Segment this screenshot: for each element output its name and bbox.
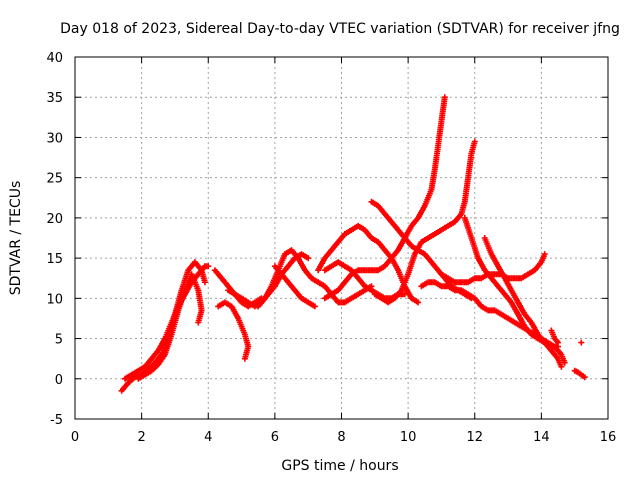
x-tick-label: 4: [204, 430, 212, 445]
series-track-3: [135, 271, 205, 382]
x-tick-label: 0: [71, 430, 79, 445]
data-marks: [118, 94, 588, 394]
series-track-16: [481, 235, 565, 370]
x-tick-label: 8: [337, 430, 345, 445]
series-points: [271, 263, 318, 310]
y-tick-label: 20: [46, 212, 63, 227]
x-tick-label: 6: [271, 430, 279, 445]
x-tick-label: 12: [466, 430, 483, 445]
series-track-18: [548, 327, 561, 346]
series-points: [548, 327, 561, 346]
x-axis-label: GPS time / hours: [281, 458, 398, 474]
y-tick-label: 15: [46, 252, 63, 267]
series-points: [215, 299, 252, 362]
y-tick-label: 35: [46, 91, 63, 106]
y-tick-label: 40: [46, 51, 63, 66]
y-tick-label: 0: [55, 373, 63, 388]
series-track-19: [571, 367, 588, 381]
chart-title: Day 018 of 2023, Sidereal Day-to-day VTE…: [60, 21, 620, 37]
series-points: [371, 138, 478, 306]
x-tick-label: 14: [533, 430, 550, 445]
y-tick-label: 30: [46, 131, 63, 146]
x-tick-label: 2: [137, 430, 145, 445]
grid: [75, 57, 608, 419]
y-tick-label: 5: [55, 333, 63, 348]
y-axis-label: SDTVAR / TECUs: [8, 181, 24, 296]
series-points: [481, 235, 565, 370]
y-tick-label: 10: [46, 292, 63, 307]
series-points: [571, 367, 588, 381]
series-track-12: [371, 138, 478, 306]
x-tick-label: 16: [600, 430, 617, 445]
y-tick-label: -5: [50, 413, 63, 428]
series-track-8: [271, 263, 318, 310]
axis-ticks: 0 2 4 6 8 10 12 14 16 -5 0 5 10 15 20 25 30 35 40: [46, 51, 616, 445]
series-points: [438, 251, 548, 286]
series-points: [321, 94, 448, 302]
series-track-5: [215, 299, 252, 362]
series-points: [135, 271, 205, 382]
series-track-17: [438, 251, 548, 286]
x-tick-label: 10: [400, 430, 417, 445]
y-tick-label: 25: [46, 172, 63, 187]
series-points: [578, 339, 585, 346]
series-track-11: [321, 94, 448, 302]
series-track-20: [578, 339, 585, 346]
